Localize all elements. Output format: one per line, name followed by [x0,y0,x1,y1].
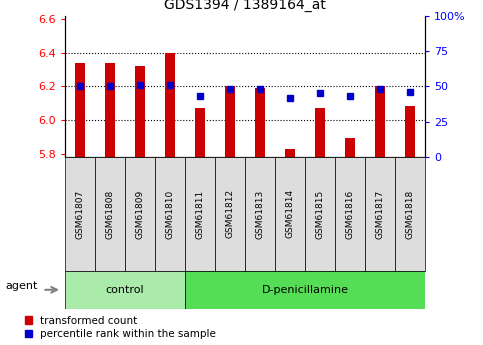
Text: agent: agent [5,281,38,291]
Text: GSM61817: GSM61817 [376,189,384,238]
Bar [255,88,265,157]
Bar [75,63,85,157]
Bar [105,63,115,157]
Text: GSM61812: GSM61812 [226,189,235,238]
Legend: transformed count, percentile rank within the sample: transformed count, percentile rank withi… [25,316,216,339]
Text: GSM61808: GSM61808 [106,189,114,238]
Bar [365,157,395,271]
Text: GSM61811: GSM61811 [196,189,205,238]
Text: GSM61814: GSM61814 [285,189,295,238]
Bar [375,86,385,157]
Bar [275,157,305,271]
Bar [335,157,365,271]
Title: GDS1394 / 1389164_at: GDS1394 / 1389164_at [164,0,326,12]
Bar [395,157,425,271]
Bar [305,157,335,271]
Text: GSM61807: GSM61807 [76,189,85,238]
Bar [185,157,215,271]
Text: GSM61809: GSM61809 [136,189,145,238]
Bar [405,107,415,157]
Bar [65,157,95,271]
Text: D-penicillamine: D-penicillamine [262,285,349,295]
Bar [195,108,205,157]
Text: GSM61813: GSM61813 [256,189,265,238]
Bar [155,157,185,271]
Bar [165,52,175,157]
Bar [135,66,145,157]
Bar [65,271,185,309]
Bar [215,157,245,271]
Text: GSM61810: GSM61810 [166,189,175,238]
Bar [345,138,355,157]
Bar [225,86,235,157]
Bar [185,271,425,309]
Bar [245,157,275,271]
Text: GSM61816: GSM61816 [345,189,355,238]
Text: GSM61818: GSM61818 [406,189,414,238]
Text: control: control [106,285,144,295]
Bar [95,157,125,271]
Bar [315,108,326,157]
Text: GSM61815: GSM61815 [315,189,325,238]
Bar [125,157,155,271]
Bar [285,149,295,157]
